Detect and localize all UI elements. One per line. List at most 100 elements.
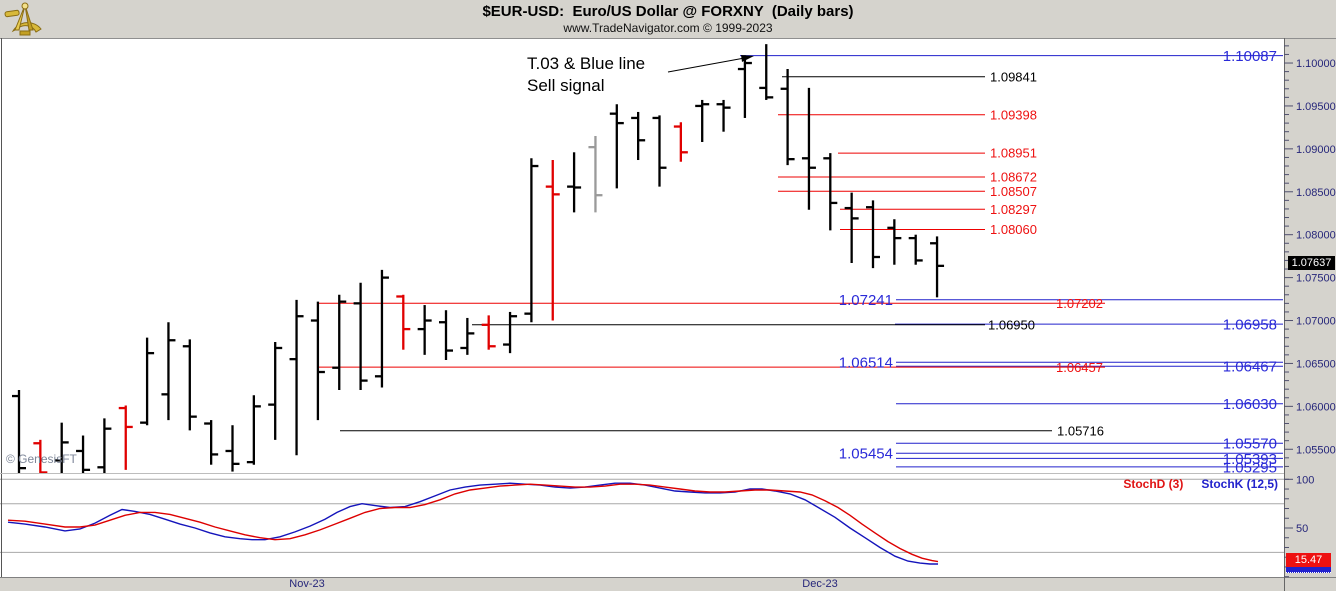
stoch-series-stochk[interactable]	[7, 482, 938, 565]
price-tick-label: 1.08500	[1296, 187, 1336, 199]
annotation-line1: T.03 & Blue line	[527, 54, 646, 73]
ohlc-bar[interactable]	[716, 99, 731, 132]
x-axis-label-dec: Dec-23	[802, 578, 838, 590]
sell-signal-annotation: T.03 & Blue line Sell signal	[527, 53, 645, 97]
level-label-1.05393: 1.05393	[1223, 451, 1277, 468]
indicator-legend: StochD (3) StochK (12,5)	[1123, 477, 1278, 491]
ohlc-bar[interactable]	[460, 317, 475, 355]
ohlc-bar[interactable]	[844, 192, 859, 264]
level-label-1.06958: 1.06958	[1223, 317, 1277, 334]
ohlc-bar[interactable]	[652, 115, 667, 187]
level-label-1.06457: 1.06457	[1056, 360, 1103, 375]
level-label-1.08297: 1.08297	[990, 202, 1037, 217]
ohlc-bar[interactable]	[908, 234, 923, 265]
level-label-1.09398: 1.09398	[990, 107, 1037, 122]
tradenavigator-sextant-logo	[3, 1, 47, 37]
ohlc-bar[interactable]	[268, 341, 283, 440]
level-label-1.05716: 1.05716	[1057, 423, 1104, 438]
price-panel[interactable]: 1.10087 1.09841 1.09398 1.08951 1.086721.085…	[12, 44, 1283, 477]
ohlc-bar[interactable]	[310, 301, 325, 421]
ohlc-bar[interactable]	[204, 420, 219, 465]
level-label-1.06950: 1.06950	[988, 317, 1035, 332]
level-label-1.07202: 1.07202	[1056, 296, 1103, 311]
ohlc-bar[interactable]	[524, 158, 539, 323]
genesisft-watermark: © GenesisFT	[6, 452, 77, 466]
ohlc-bar[interactable]	[930, 236, 945, 298]
date-axis-strip[interactable]	[0, 578, 1336, 591]
ohlc-bar[interactable]	[182, 339, 197, 431]
level-label-1.06030: 1.06030	[1223, 396, 1277, 413]
stoch-tick-label: 50	[1296, 523, 1308, 535]
stochd-legend-label[interactable]: StochD (3)	[1123, 477, 1184, 491]
price-tick-label: 1.07000	[1296, 316, 1336, 328]
stochk-legend-label[interactable]: StochK (12,5)	[1201, 477, 1278, 491]
stoch-last-value-badge: 15.47	[1286, 553, 1331, 567]
chart-subtitle: www.TradeNavigator.com © 1999-2023	[563, 21, 773, 35]
price-tick-label: 1.06500	[1296, 358, 1336, 370]
price-tick-label: 1.10000	[1296, 58, 1336, 70]
ohlc-bar[interactable]	[140, 337, 155, 426]
level-label-1.08672: 1.08672	[990, 170, 1037, 185]
level-label-1.08507: 1.08507	[990, 184, 1037, 199]
ohlc-bar[interactable]	[801, 87, 816, 210]
price-axis-strip[interactable]	[1285, 39, 1336, 591]
ohlc-bar[interactable]	[161, 322, 176, 421]
ohlc-bar[interactable]	[503, 311, 518, 354]
ohlc-bar[interactable]	[417, 305, 432, 355]
ohlc-bar[interactable]	[396, 294, 411, 350]
ohlc-bar[interactable]	[823, 153, 838, 231]
sextant-logo-graphic	[4, 2, 42, 36]
level-label-1.06467: 1.06467	[1223, 359, 1277, 376]
ohlc-bar[interactable]	[353, 282, 368, 391]
ohlc-bar[interactable]	[673, 122, 688, 162]
ohlc-bar[interactable]	[439, 310, 453, 361]
ohlc-bar[interactable]	[225, 425, 240, 472]
level-label-1.06514: 1.06514	[839, 355, 893, 372]
chart-header: $EUR-USD: Euro/US Dollar @ FORXNY (Daily…	[0, 0, 1336, 39]
price-tick-label: 1.06000	[1296, 401, 1336, 413]
ohlc-bar[interactable]	[737, 55, 752, 118]
ohlc-bar[interactable]	[76, 435, 91, 477]
ohlc-bar[interactable]	[866, 200, 880, 269]
level-label-1.05570: 1.05570	[1223, 436, 1277, 453]
stochastic-panel[interactable]	[0, 478, 1284, 565]
level-label-1.05295: 1.05295	[1223, 459, 1277, 476]
level-label-1.07241: 1.07241	[839, 292, 893, 309]
ohlc-bar[interactable]	[374, 269, 389, 388]
ohlc-bar[interactable]	[246, 395, 261, 465]
ohlc-bar[interactable]	[545, 160, 560, 321]
annotation-arrow-line	[667, 56, 749, 73]
ohlc-bar[interactable]	[759, 44, 774, 100]
stochk-hidden-value-badge	[1286, 567, 1331, 573]
ohlc-bar[interactable]	[12, 390, 26, 475]
price-tick-label: 1.05500	[1296, 444, 1336, 456]
last-price-badge: 1.07637	[1288, 256, 1335, 270]
level-label-1.08951: 1.08951	[990, 146, 1037, 161]
ohlc-bar[interactable]	[97, 418, 112, 474]
ohlc-bar[interactable]	[289, 299, 304, 456]
ohlc-bar[interactable]	[887, 219, 902, 265]
stoch-series-stochd[interactable]	[7, 483, 939, 563]
level-label-1.09841: 1.09841	[990, 69, 1037, 84]
annotation-arrowhead-icon	[741, 55, 754, 62]
ohlc-bar[interactable]	[54, 422, 69, 475]
ohlc-bar[interactable]	[481, 315, 496, 350]
stoch-tick-label: 100	[1296, 474, 1314, 486]
ohlc-bar[interactable]	[332, 294, 347, 391]
x-axis-label-nov: Nov-23	[289, 578, 325, 590]
annotation-line2: Sell signal	[527, 76, 605, 95]
ohlc-bar[interactable]	[567, 152, 582, 213]
ohlc-bar[interactable]	[780, 69, 795, 166]
price-tick-label: 1.07500	[1296, 273, 1336, 285]
ohlc-bar[interactable]	[588, 135, 603, 213]
ohlc-bar[interactable]	[631, 111, 646, 161]
ohlc-bar[interactable]	[118, 405, 133, 470]
level-label-1.08060: 1.08060	[990, 222, 1037, 237]
ohlc-bar[interactable]	[609, 104, 624, 189]
level-label-1.10087: 1.10087	[1223, 48, 1277, 65]
price-tick-label: 1.09000	[1296, 144, 1336, 156]
ohlc-bar[interactable]	[695, 99, 710, 142]
ohlc-bar[interactable]	[33, 439, 48, 476]
